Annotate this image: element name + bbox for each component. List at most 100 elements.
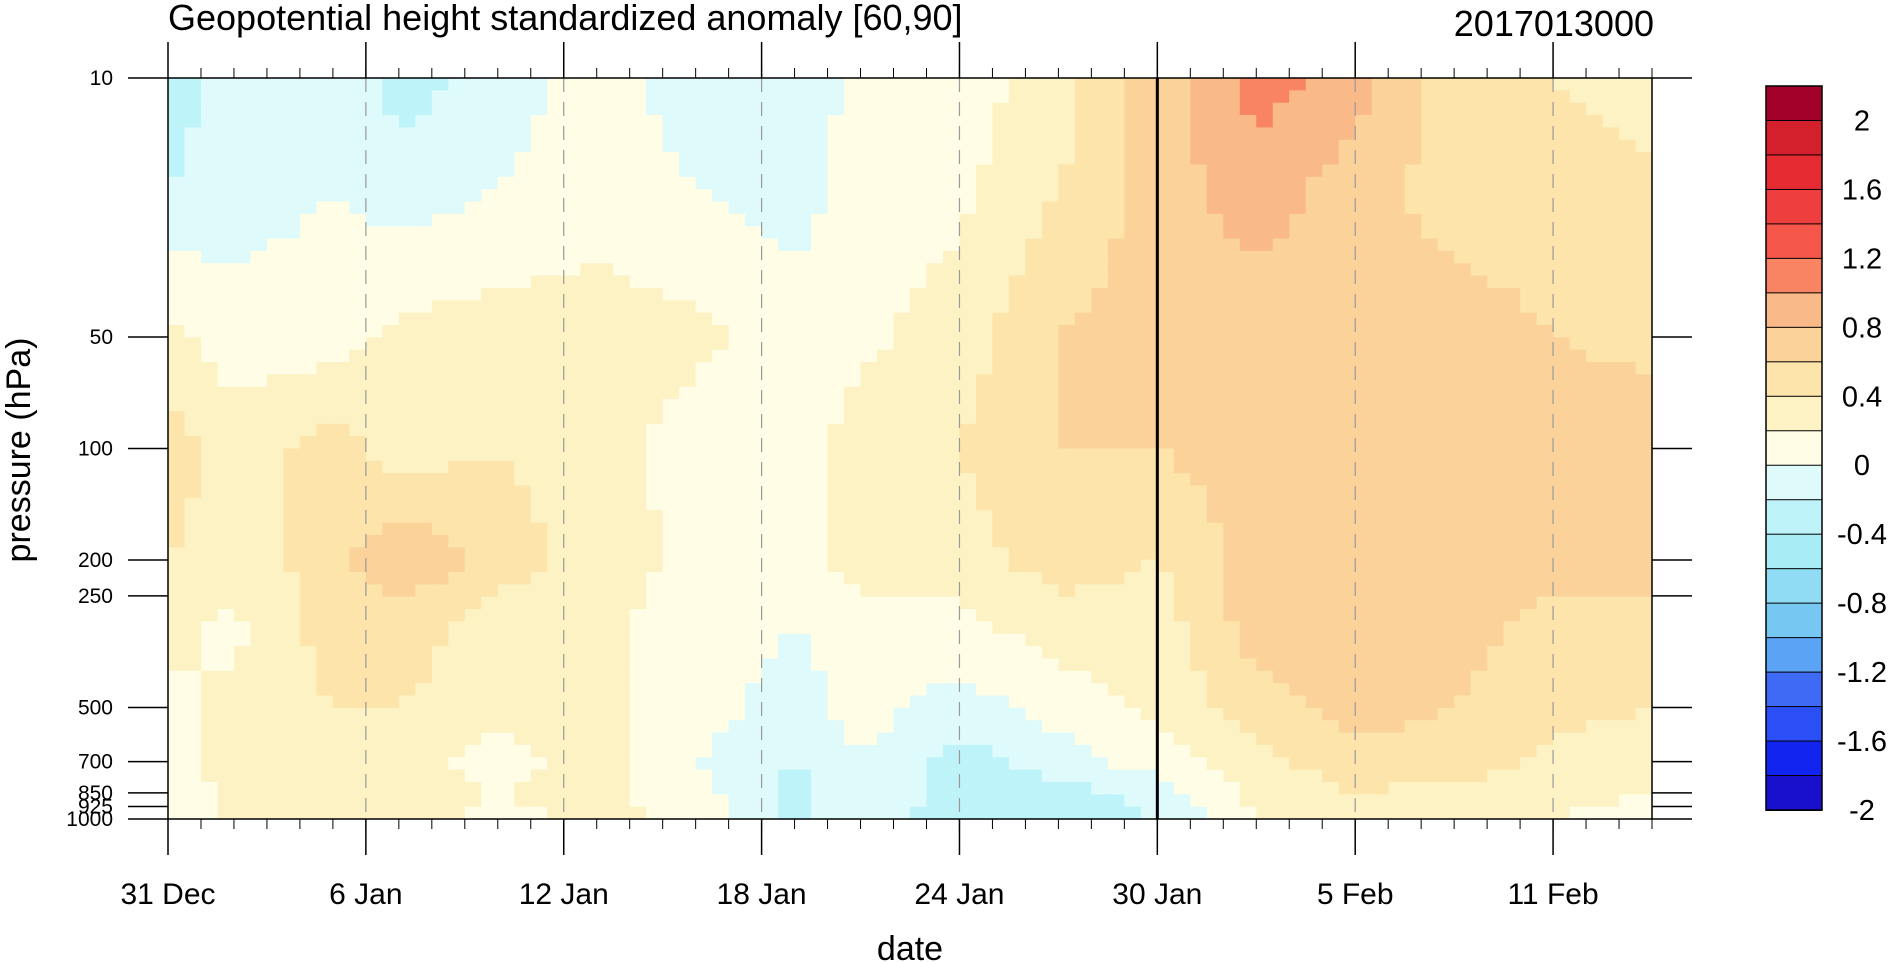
anomaly-cell: [1124, 201, 1142, 215]
anomaly-cell: [1157, 448, 1175, 462]
anomaly-cell: [184, 250, 202, 264]
anomaly-cell: [481, 411, 499, 425]
anomaly-cell: [1256, 683, 1274, 697]
anomaly-cell: [580, 534, 598, 548]
anomaly-cell: [448, 102, 466, 116]
anomaly-cell: [1239, 658, 1257, 672]
anomaly-cell: [975, 732, 994, 746]
anomaly-cell: [646, 609, 664, 622]
anomaly-cell: [349, 596, 367, 610]
anomaly-cell: [1058, 633, 1076, 647]
anomaly-cell: [481, 584, 499, 598]
anomaly-cell: [1322, 238, 1340, 252]
anomaly-cell: [844, 473, 862, 487]
anomaly-cell: [1058, 473, 1076, 487]
anomaly-cell: [299, 609, 317, 622]
anomaly-cell: [1619, 201, 1637, 215]
anomaly-cell: [1173, 226, 1191, 240]
anomaly-cell: [1338, 609, 1356, 622]
anomaly-cell: [1322, 423, 1340, 437]
anomaly-cell: [1421, 485, 1439, 499]
anomaly-cell: [200, 176, 219, 190]
anomaly-cell: [1091, 584, 1109, 598]
anomaly-cell: [1437, 584, 1455, 598]
anomaly-cell: [893, 250, 911, 264]
anomaly-cell: [596, 695, 614, 709]
anomaly-cell: [200, 423, 219, 437]
anomaly-cell: [1041, 115, 1059, 128]
anomaly-cell: [1569, 349, 1587, 363]
anomaly-cell: [580, 510, 598, 524]
anomaly-cell: [168, 646, 186, 660]
anomaly-cell: [1239, 707, 1257, 721]
anomaly-cell: [431, 213, 449, 227]
anomaly-cell: [811, 683, 829, 697]
anomaly-cell: [481, 325, 499, 338]
anomaly-cell: [1586, 621, 1604, 635]
anomaly-cell: [1124, 164, 1142, 178]
anomaly-cell: [1470, 423, 1488, 437]
anomaly-cell: [1157, 176, 1175, 190]
anomaly-cell: [992, 559, 1010, 573]
anomaly-cell: [580, 609, 598, 622]
anomaly-cell: [662, 485, 680, 499]
anomaly-cell: [1124, 670, 1142, 684]
anomaly-cell: [761, 572, 779, 585]
anomaly-cell: [250, 534, 268, 548]
anomaly-cell: [761, 510, 779, 524]
anomaly-cell: [794, 189, 812, 203]
anomaly-cell: [1008, 176, 1027, 190]
anomaly-cell: [1041, 78, 1059, 91]
anomaly-cell: [1338, 362, 1356, 375]
anomaly-cell: [1239, 448, 1257, 462]
anomaly-cell: [893, 115, 911, 128]
anomaly-cell: [959, 646, 977, 660]
anomaly-cell: [1041, 164, 1059, 178]
anomaly-cell: [365, 596, 383, 610]
anomaly-cell: [283, 312, 301, 326]
anomaly-cell: [860, 621, 878, 635]
anomaly-cell: [283, 658, 301, 672]
anomaly-cell: [299, 164, 317, 178]
anomaly-cell: [877, 226, 895, 240]
anomaly-cell: [1520, 633, 1538, 647]
anomaly-cell: [794, 707, 812, 721]
anomaly-cell: [1569, 510, 1587, 524]
anomaly-cell: [992, 152, 1010, 166]
anomaly-cell: [200, 201, 219, 215]
anomaly-cell: [1602, 621, 1620, 635]
anomaly-cell: [745, 411, 763, 425]
anomaly-cell: [761, 102, 779, 116]
anomaly-cell: [266, 213, 285, 227]
anomaly-cell: [893, 201, 911, 215]
anomaly-cell: [992, 189, 1010, 203]
anomaly-cell: [382, 102, 400, 116]
anomaly-cell: [349, 559, 367, 573]
anomaly-cell: [547, 399, 565, 413]
anomaly-cell: [398, 732, 416, 746]
anomaly-cell: [1173, 287, 1191, 301]
anomaly-cell: [563, 362, 581, 375]
anomaly-cell: [200, 325, 219, 338]
anomaly-cell: [1190, 325, 1208, 338]
anomaly-cell: [1487, 176, 1505, 190]
anomaly-cell: [893, 275, 911, 289]
anomaly-cell: [1635, 325, 1653, 338]
anomaly-cell: [283, 559, 301, 573]
anomaly-cell: [596, 213, 614, 227]
anomaly-cell: [1388, 250, 1406, 264]
anomaly-cell: [332, 325, 350, 338]
anomaly-cell: [184, 275, 202, 289]
anomaly-cell: [349, 720, 367, 734]
anomaly-cell: [975, 473, 994, 487]
anomaly-cell: [1140, 399, 1158, 413]
anomaly-cell: [1190, 312, 1208, 326]
anomaly-cell: [1305, 312, 1323, 326]
anomaly-cell: [712, 263, 730, 277]
anomaly-cell: [745, 707, 763, 721]
anomaly-cell: [563, 127, 581, 141]
anomaly-cell: [1569, 189, 1587, 203]
anomaly-cell: [992, 670, 1010, 684]
anomaly-cell: [283, 485, 301, 499]
anomaly-cell: [1355, 337, 1373, 351]
